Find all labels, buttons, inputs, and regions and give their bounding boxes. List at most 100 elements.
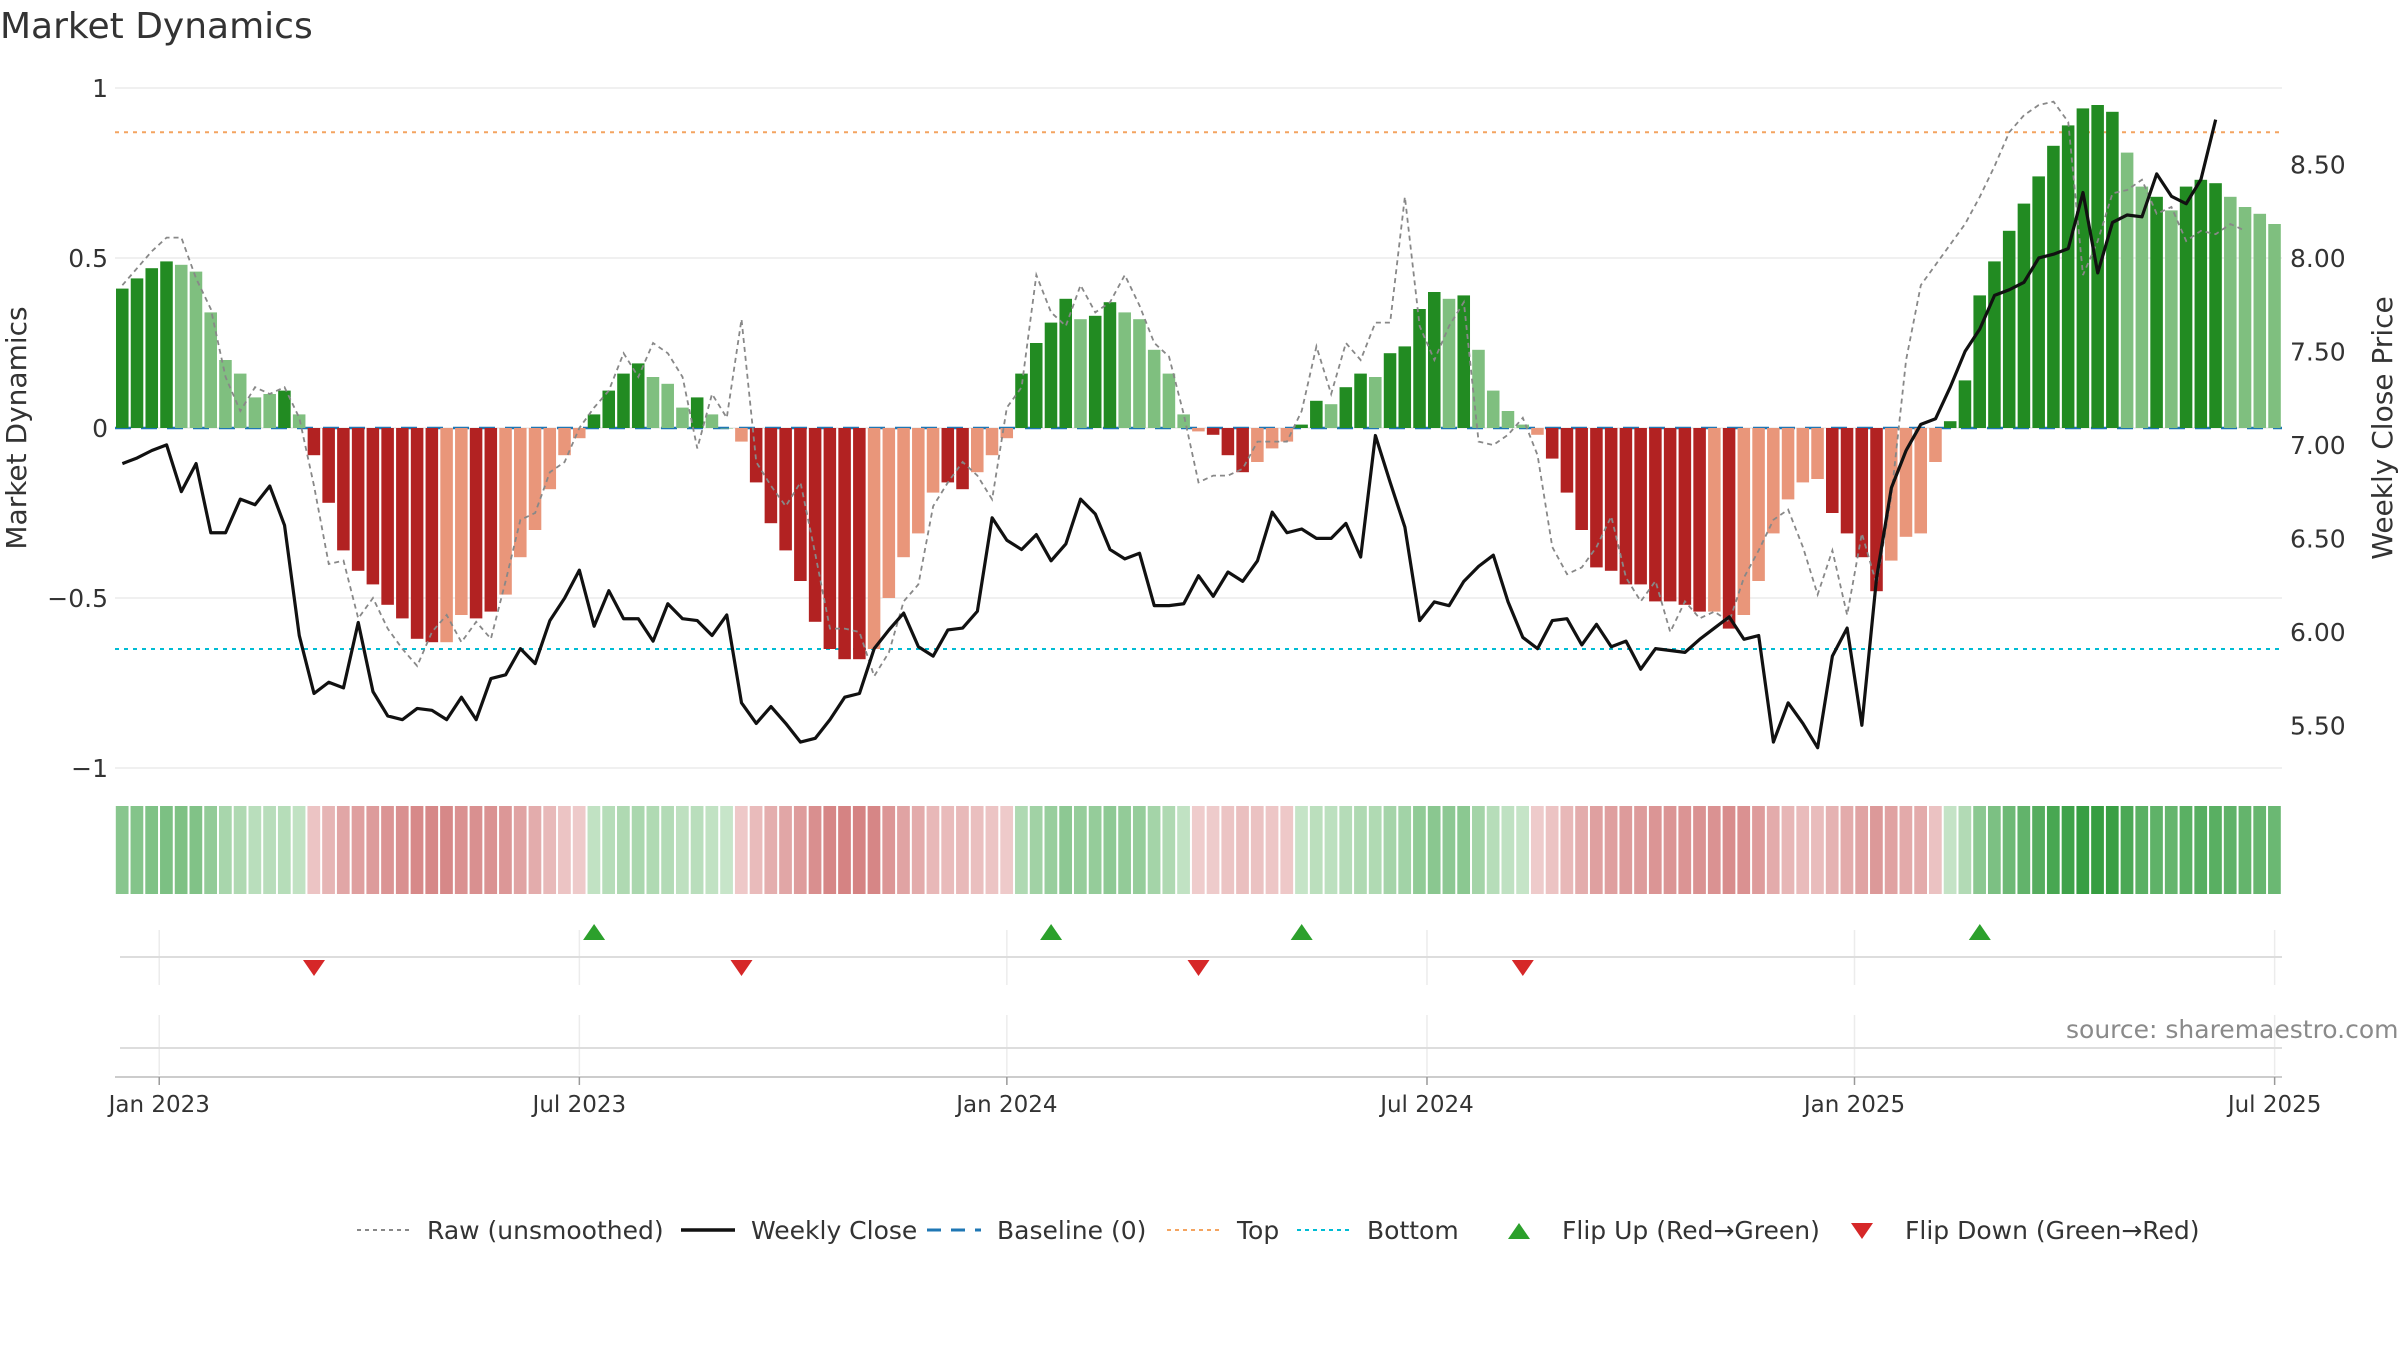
dynamics-bar [1943,421,1957,428]
legend-label: Bottom [1367,1215,1459,1245]
dynamics-bar [1162,373,1176,428]
heat-cell [572,806,586,894]
dynamics-bar [1486,390,1500,428]
heat-cell [336,806,350,894]
dynamics-bar [1737,428,1751,615]
dynamics-bar [1855,428,1869,558]
dynamics-bar [1413,309,1426,428]
heat-cell [322,806,335,894]
dynamics-bar [1192,428,1205,432]
heat-cell [1752,806,1765,894]
heat-cell [1354,806,1367,894]
heat-cell [484,806,498,894]
dynamics-bar [1693,428,1706,612]
heat-cell [1472,806,1485,894]
heat-cell [2091,806,2104,894]
dynamics-bar [808,428,822,622]
dynamics-bar [2032,176,2045,428]
heat-cell [779,806,792,894]
dynamics-bar [1251,428,1264,462]
heat-cell [2076,806,2090,894]
heat-cell [764,806,778,894]
dynamics-bar [1767,428,1780,534]
heat-cell [513,806,527,894]
dynamics-bar [1796,428,1810,483]
dynamics-bar [705,414,719,428]
heat-cell [1147,806,1161,894]
y2-tick-label: 6.50 [2290,524,2346,553]
dynamics-bar [882,428,896,598]
heat-cell [1206,806,1220,894]
heat-cell [1914,806,1928,894]
heat-cell [1177,806,1190,894]
heat-cell [941,806,955,894]
heat-cell [160,806,173,894]
heat-cell [351,806,365,894]
heat-cell [1383,806,1397,894]
dynamics-bar [956,428,969,490]
dotted-cyan-line-icon [1297,1229,1351,1231]
heat-cell [1737,806,1751,894]
dynamics-bar [794,428,807,581]
heat-cell [2046,806,2060,894]
heat-cell [823,806,837,894]
heat-cell [911,806,925,894]
heat-cell [1530,806,1544,894]
heat-cell [395,806,409,894]
heat-cell [2268,806,2281,894]
dotted-gray-line-icon [357,1229,411,1231]
dynamics-bar [1811,428,1824,479]
dynamics-bar [690,397,704,428]
heat-cell [690,806,704,894]
dynamics-bar [484,428,498,612]
heat-cell [1236,806,1249,894]
heat-cell [808,806,822,894]
x-axis: Jan 2023 Jul 2023 Jan 2024 Jul 2024 Jan 2025… [107,1076,2321,1118]
heat-cell [2017,806,2031,894]
heat-cell [926,806,940,894]
dynamics-bar [823,428,837,649]
flip-up-marker [1290,924,1313,940]
heat-cell [528,806,542,894]
dynamics-bar [720,428,733,429]
dynamics-bar [2061,125,2075,429]
level-lines [115,131,2282,650]
heat-cell [233,806,247,894]
dynamics-bar [528,428,542,530]
dashed-blue-line-icon [927,1228,981,1232]
heat-cell [277,806,291,894]
heat-cell [1059,806,1072,894]
legend-label: Baseline (0) [997,1215,1147,1245]
dynamics-bar [1015,373,1028,428]
dynamics-bar [971,428,984,473]
dynamics-bar [263,394,276,428]
dynamics-bar [1929,428,1942,462]
heat-cell [1634,806,1647,894]
heat-cell [1132,806,1146,894]
heat-cell [1118,806,1131,894]
heat-cell [631,806,645,894]
dynamics-bar [1398,346,1412,428]
heat-cell [1044,806,1058,894]
heat-cell [2164,806,2178,894]
heat-cell [2253,806,2267,894]
dynamics-bar [219,360,232,428]
heat-cell [2194,806,2208,894]
dynamics-bar [2120,152,2134,428]
dynamics-bar [1708,428,1721,612]
dynamics-bar [1280,428,1294,442]
heat-cell [410,806,424,894]
dynamics-bar [1870,428,1883,592]
heat-cell [425,806,439,894]
dynamics-bar [366,428,380,585]
dynamics-bar [189,271,203,428]
dynamics-bar [558,428,571,456]
legend-label: Raw (unsmoothed) [427,1215,664,1245]
heat-cell [1486,806,1500,894]
heat-cell [1029,806,1043,894]
dynamics-bar [1103,302,1117,428]
source-credit: source: sharemaestro.com [2066,1015,2399,1044]
legend-item: Raw (unsmoothed) [355,1210,664,1250]
dynamics-bar [2150,196,2163,428]
